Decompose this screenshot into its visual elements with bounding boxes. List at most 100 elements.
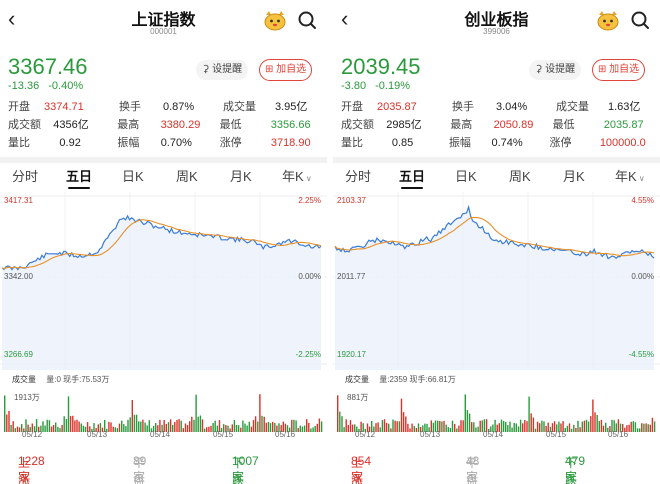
- add-watchlist-button[interactable]: ⊞ 加自选: [259, 59, 313, 81]
- volume-bar: [598, 421, 600, 432]
- volume-bar: [471, 422, 473, 432]
- limit-up-label: 涨停: [549, 137, 572, 149]
- open-label: 开盘: [341, 101, 363, 113]
- volume-bar: [295, 420, 297, 432]
- tab-yearly-k[interactable]: 年K ∨: [615, 166, 645, 185]
- amplitude-label: 振幅: [448, 137, 471, 149]
- tab-intraday[interactable]: 分时: [12, 169, 39, 184]
- search-icon[interactable]: [297, 10, 317, 30]
- low-value: 2035.87: [603, 119, 644, 131]
- volume-bar: [549, 426, 552, 432]
- tab-monthly-k[interactable]: 月K: [230, 169, 252, 184]
- mascot-icon[interactable]: [596, 9, 620, 31]
- quote-stats: 开盘 3374.71 换手 0.87% 成交量 3.95亿 成交额 4356亿 …: [8, 98, 320, 152]
- date-label: 05/14: [483, 430, 504, 439]
- volume-bar: [626, 425, 628, 432]
- volume-bar: [422, 425, 424, 432]
- volume-bar: [46, 419, 48, 432]
- volume-bar: [150, 428, 153, 432]
- volume-bar: [33, 426, 36, 432]
- volume-bar: [545, 425, 547, 432]
- five-day-chart[interactable]: 2103.37 2011.77 1920.17 4.55% 0.00% -4.5…: [333, 192, 660, 370]
- tab-yearly-k-label: 年K: [615, 169, 637, 184]
- volume-bar: [632, 421, 634, 432]
- volume-bar: [210, 425, 212, 432]
- volume-bar: [409, 428, 411, 432]
- volume-bar: [191, 416, 193, 432]
- price-line: [334, 204, 655, 260]
- volume-bar: [25, 419, 27, 432]
- volume-bar: [390, 428, 392, 432]
- back-icon[interactable]: ‹: [341, 6, 349, 31]
- volume-bar: [498, 423, 500, 432]
- tab-yearly-k[interactable]: 年K ∨: [282, 166, 312, 185]
- set-alert-label: 设提醒: [545, 64, 576, 75]
- volume-bar: [439, 420, 441, 432]
- volume-bar: [248, 421, 250, 432]
- tab-weekly-k[interactable]: 周K: [509, 169, 531, 184]
- volume-bar: [349, 420, 352, 432]
- volume-bar: [114, 427, 116, 432]
- volume-detail: 量:0 现手:75.53万: [46, 375, 110, 384]
- stats-row: 成交额 4356亿 最高 3380.29 最低 3356.66: [8, 116, 320, 134]
- tab-daily-k[interactable]: 日K: [122, 169, 144, 184]
- flat-label: 平盘: [133, 456, 146, 484]
- five-day-chart[interactable]: 3417.31 3342.00 3266.69 2.25% 0.00% -2.2…: [0, 192, 327, 370]
- tab-five-day[interactable]: 五日: [66, 166, 92, 189]
- up-label: 上涨: [351, 456, 364, 484]
- market-breadth: 上涨 854家 平盘 48家 下跌 479家: [333, 454, 660, 484]
- volume-bar: [560, 423, 562, 432]
- limit-up-label: 涨停: [219, 137, 242, 149]
- volume-bar: [483, 419, 486, 432]
- volume-bar: [475, 427, 477, 432]
- back-icon[interactable]: ‹: [8, 6, 16, 31]
- tab-monthly-k[interactable]: 月K: [563, 169, 585, 184]
- volume-bar: [93, 423, 95, 432]
- date-label: 05/15: [546, 430, 567, 439]
- volume-bar: [341, 416, 343, 432]
- volume-bar: [40, 425, 42, 432]
- amount-value: 4356亿: [53, 119, 89, 131]
- search-icon[interactable]: [630, 10, 650, 30]
- volume-bar: [127, 419, 129, 432]
- volume-bar: [257, 421, 259, 432]
- volume-bar: [50, 426, 53, 432]
- open-value: 2035.87: [377, 101, 417, 113]
- tab-five-day[interactable]: 五日: [399, 166, 425, 189]
- volume-bar: [237, 425, 240, 432]
- volume-value: 3.95亿: [275, 101, 308, 113]
- low-label: 最低: [219, 119, 242, 131]
- current-price: 2039.45: [341, 54, 421, 79]
- volume-bar: [528, 396, 530, 432]
- set-alert-button[interactable]: ⚳ 设提醒: [196, 60, 249, 80]
- volume-bars: [4, 394, 323, 432]
- index-code: 000001: [150, 27, 177, 36]
- volume-bar: [61, 424, 63, 432]
- volume-bar: [609, 426, 611, 432]
- price-change: -3.80 -0.19%: [341, 80, 416, 92]
- down-value: 1007家: [232, 454, 259, 484]
- volume-bar: [199, 415, 202, 432]
- tab-daily-k[interactable]: 日K: [455, 169, 477, 184]
- volume-bar: [347, 425, 349, 432]
- volume-bar: [176, 419, 178, 432]
- tab-weekly-k[interactable]: 周K: [176, 169, 198, 184]
- volume-bar: [494, 419, 496, 432]
- volume-bar: [522, 423, 524, 432]
- volume-detail: 量:2359 现手:66.81万: [379, 375, 456, 384]
- volume-bar: [432, 422, 435, 432]
- axis-bottom-label: 3266.69: [4, 350, 33, 359]
- set-alert-button[interactable]: ⚳ 设提醒: [529, 60, 582, 80]
- volume-bar: [242, 420, 244, 432]
- chart-tabs: 分时 五日 日K 周K 月K 年K ∨: [0, 166, 327, 189]
- volume-bar: [607, 427, 609, 432]
- index-screen-sh: ‹ 上证指数 000001 3367.46 -13.36 -0.40% ⚳ 设提…: [0, 0, 327, 484]
- bell-icon: ⚳: [535, 64, 543, 75]
- mascot-icon[interactable]: [263, 9, 287, 31]
- volume-bar: [449, 428, 452, 432]
- volume-bar: [636, 428, 639, 432]
- tab-intraday[interactable]: 分时: [345, 169, 372, 184]
- add-watchlist-button[interactable]: ⊞ 加自选: [592, 59, 646, 81]
- volume-bar: [441, 421, 443, 432]
- volume-bar: [112, 426, 114, 432]
